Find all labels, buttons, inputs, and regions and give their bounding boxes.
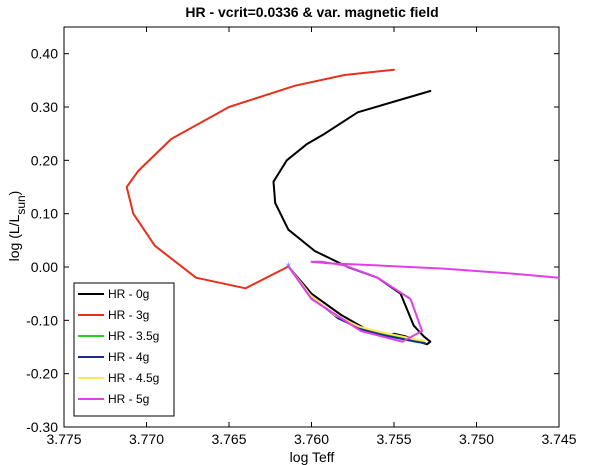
legend-box <box>73 282 175 417</box>
y-tick-label: 0.00 <box>31 259 58 275</box>
legend-label: HR - 0g <box>108 287 149 301</box>
y-tick-label: 0.30 <box>31 99 58 115</box>
x-tick-label: 3.775 <box>46 431 81 447</box>
series-line-5 <box>287 265 425 342</box>
y-axis-label-close: ) <box>6 191 22 196</box>
legend-label: HR - 5g <box>108 392 149 406</box>
legend: HR - 0g HR - 3g HR - 3.5g HR - 4g HR - 4.5g H… <box>73 282 175 417</box>
x-tick-label: 3.770 <box>129 431 164 447</box>
y-tick-label: -0.20 <box>26 366 58 382</box>
legend-label: HR - 3.5g <box>108 329 159 343</box>
series-line-2 <box>125 68 395 290</box>
x-tick-label: 3.765 <box>211 431 246 447</box>
x-tick-label: 3.745 <box>541 431 576 447</box>
y-axis: 0.40 0.30 0.20 0.10 0.00 -0.10 -0.20 -0.30 <box>26 46 559 435</box>
legend-label: HR - 3g <box>108 308 149 322</box>
y-tick-label: 0.10 <box>31 206 58 222</box>
legend-label: HR - 4g <box>108 350 149 364</box>
y-tick-label: -0.30 <box>26 419 58 435</box>
x-tick-label: 3.760 <box>294 431 329 447</box>
x-tick-label: 3.750 <box>459 431 494 447</box>
x-axis-label: log Teff <box>290 449 335 465</box>
y-axis-label-main: log (L/L <box>6 214 22 261</box>
chart-title: HR - vcrit=0.0336 & var. magnetic field <box>185 4 438 20</box>
y-tick-label: 0.20 <box>31 152 58 168</box>
series-layer: * <box>125 68 560 346</box>
series-line-6 <box>287 260 560 343</box>
y-axis-label: log (L/Lsun) <box>6 191 28 262</box>
y-tick-label: 0.40 <box>31 46 58 62</box>
x-tick-label: 3.755 <box>376 431 411 447</box>
start-marker: * <box>286 260 292 273</box>
y-tick-label: -0.10 <box>26 312 58 328</box>
y-axis-label-subscript: sun <box>14 195 28 214</box>
legend-label: HR - 4.5g <box>108 371 159 385</box>
x-axis: 3.775 3.770 3.765 3.760 3.755 3.750 3.745 <box>46 27 577 447</box>
